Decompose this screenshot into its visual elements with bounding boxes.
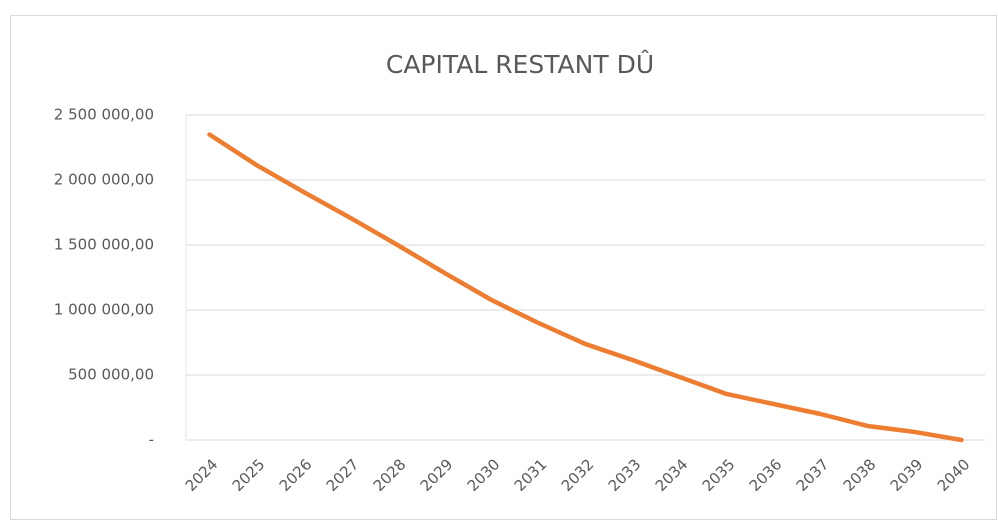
- data-line: [207, 132, 964, 443]
- y-tick-label: 1 500 000,00: [54, 236, 154, 254]
- y-tick-label: -: [149, 431, 154, 449]
- chart-title: CAPITAL RESTANT DÛ: [386, 49, 654, 79]
- y-tick-label: 2 000 000,00: [54, 171, 154, 189]
- y-tick-label: 500 000,00: [68, 366, 154, 384]
- y-tick-label: 1 000 000,00: [54, 301, 154, 319]
- chart-border: [10, 15, 997, 520]
- y-tick-label: 2 500 000,00: [54, 106, 154, 124]
